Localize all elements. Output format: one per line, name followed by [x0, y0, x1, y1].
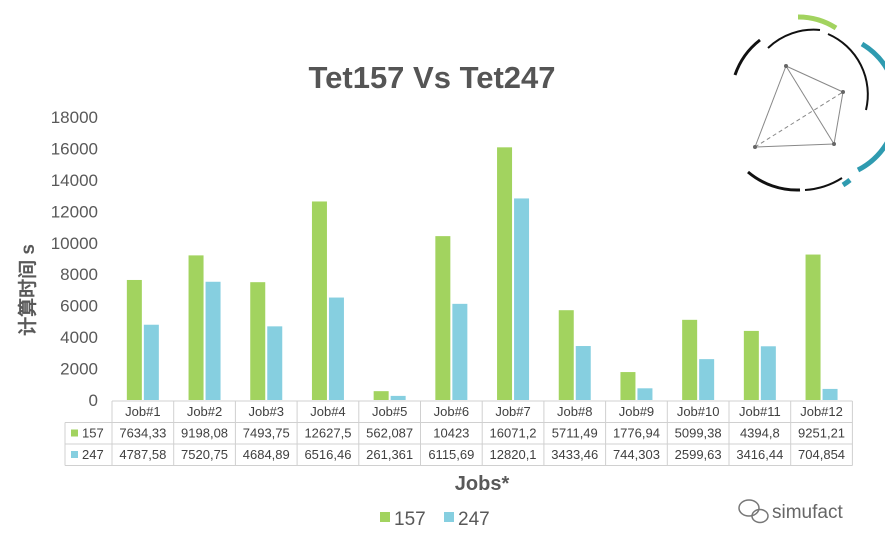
- x-tick-label: Job#1: [125, 404, 160, 419]
- bar-247-job-3: [267, 326, 283, 400]
- y-tick-label: 16000: [51, 139, 98, 158]
- data-label: 5711,49: [552, 426, 598, 441]
- y-tick-label: 12000: [51, 202, 98, 221]
- data-label: 562,087: [366, 426, 413, 441]
- bar-247-job-1: [143, 324, 159, 400]
- bar-247-job-4: [328, 297, 344, 400]
- data-label: 5099,38: [675, 426, 722, 441]
- x-axis-label: Jobs*: [455, 473, 510, 495]
- x-tick-label: Job#5: [372, 404, 407, 419]
- bar-247-job-5: [390, 395, 406, 400]
- bar-157-job-8: [558, 310, 574, 400]
- bar-157-job-12: [805, 254, 821, 400]
- y-axis: 0 2000 4000 6000 8000 10000 12000 14000 16000 180…: [51, 108, 98, 410]
- legend: 157 247: [380, 509, 490, 530]
- data-label: 2599,63: [675, 447, 722, 462]
- data-label: 9251,21: [798, 426, 845, 441]
- data-label: 12627,5: [304, 426, 351, 441]
- data-label: 4394,8: [740, 426, 780, 441]
- y-axis-label: 计算时间 s: [16, 244, 39, 336]
- legend-key: [444, 512, 454, 522]
- table-legend-key: [71, 429, 78, 437]
- data-label: 9198,08: [181, 426, 228, 441]
- y-tick-label: 0: [89, 391, 98, 410]
- data-label: 704,854: [798, 447, 845, 462]
- bar-247-job-7: [514, 198, 530, 400]
- bars: [126, 147, 838, 400]
- data-label: 10423: [433, 426, 469, 441]
- bar-157-job-2: [188, 255, 204, 400]
- bar-247-job-6: [452, 303, 468, 400]
- logo-graphic: [733, 14, 885, 192]
- data-label: 3416,44: [736, 447, 783, 462]
- data-label: 7493,75: [243, 426, 290, 441]
- data-label: 7520,75: [181, 447, 228, 462]
- bar-157-job-1: [126, 279, 142, 400]
- x-tick-label: Job#9: [619, 404, 654, 419]
- legend-label: 247: [458, 509, 490, 530]
- data-label: 6516,46: [304, 447, 351, 462]
- bar-247-job-11: [760, 346, 776, 400]
- data-label: 4684,89: [243, 447, 290, 462]
- bar-247-job-8: [575, 346, 591, 400]
- y-tick-label: 6000: [60, 297, 98, 316]
- x-tick-label: Job#4: [310, 404, 345, 419]
- x-tick-label: Job#2: [187, 404, 222, 419]
- data-label: 6115,69: [428, 447, 474, 462]
- data-label: 744,303: [613, 447, 660, 462]
- bar-157-job-11: [743, 330, 759, 400]
- bar-247-job-2: [205, 281, 221, 400]
- table-legend-key: [71, 451, 78, 458]
- bar-157-job-5: [373, 391, 389, 400]
- bar-247-job-10: [699, 359, 715, 400]
- watermark-text: simufact: [772, 502, 843, 523]
- legend-key: [380, 512, 390, 522]
- data-label: 261,361: [366, 447, 413, 462]
- data-label: 4787,58: [119, 447, 166, 462]
- legend-label: 157: [394, 509, 426, 530]
- x-tick-label: Job#12: [800, 404, 843, 419]
- data-label: 1776,94: [613, 426, 660, 441]
- y-tick-label: 18000: [51, 108, 98, 127]
- x-tick-label: Job#8: [557, 404, 592, 419]
- watermark: simufact: [738, 499, 843, 524]
- data-label: 16071,2: [490, 426, 537, 441]
- bar-247-job-9: [637, 388, 653, 400]
- x-tick-label: Job#10: [677, 404, 720, 419]
- y-tick-label: 2000: [60, 360, 98, 379]
- wechat-icon: [738, 499, 769, 524]
- y-tick-label: 14000: [51, 171, 98, 190]
- bar-157-job-4: [311, 201, 327, 400]
- chart-title: Tet157 Vs Tet247: [309, 60, 556, 95]
- bar-157-job-6: [435, 236, 451, 400]
- data-label: 3433,46: [551, 447, 598, 462]
- x-tick-label: Job#11: [739, 404, 781, 419]
- bar-157-job-9: [620, 372, 636, 400]
- table-series-name: 157: [82, 426, 104, 441]
- x-tick-label: Job#7: [495, 404, 530, 419]
- table-series-name: 247: [82, 447, 104, 462]
- x-tick-label: Job#3: [249, 404, 284, 419]
- y-tick-label: 4000: [60, 328, 98, 347]
- data-label: 7634,33: [119, 426, 166, 441]
- bar-247-job-12: [822, 388, 838, 400]
- x-tick-label: Job#6: [434, 404, 469, 419]
- bar-157-job-3: [250, 282, 266, 400]
- data-label: 12820,1: [490, 447, 537, 462]
- y-tick-label: 8000: [60, 265, 98, 284]
- data-table: Job#1 Job#2 Job#3 Job#4 Job#5 Job#6 Job#7 Job#8…: [64, 400, 853, 466]
- y-tick-label: 10000: [51, 234, 98, 253]
- bar-157-job-10: [682, 319, 698, 400]
- bar-157-job-7: [497, 147, 513, 400]
